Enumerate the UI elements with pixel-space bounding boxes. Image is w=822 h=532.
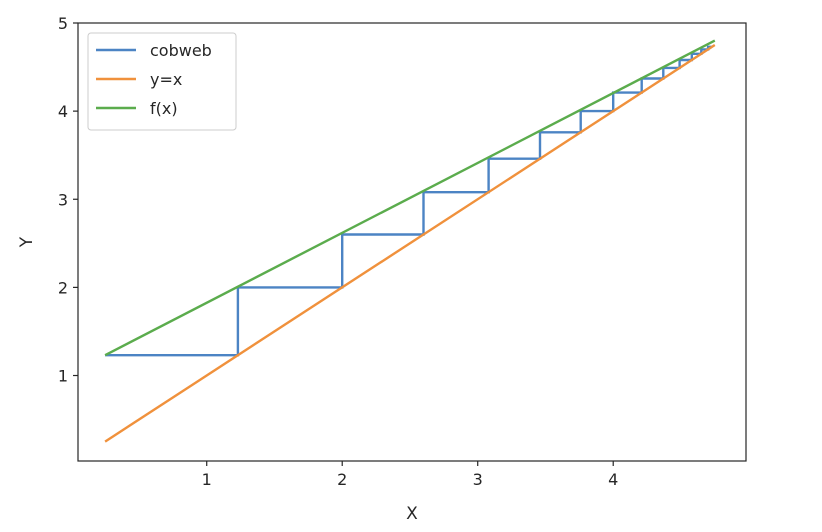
y-tick-label: 1 bbox=[58, 367, 68, 386]
legend: cobweb y=x f(x) bbox=[87, 32, 237, 131]
y-tick-label: 3 bbox=[58, 190, 68, 209]
x-tick-label: 1 bbox=[202, 470, 212, 489]
x-tick-label: 2 bbox=[337, 470, 347, 489]
y-equals-x-series-line bbox=[104, 43, 716, 443]
y-axis-label: Y bbox=[17, 236, 37, 248]
y-tick-label: 5 bbox=[58, 14, 68, 33]
axes-frame bbox=[77, 22, 747, 462]
legend-box bbox=[87, 32, 237, 131]
axis-ticks: 1 2 3 4 1 2 3 4 5 bbox=[58, 14, 618, 489]
y-tick-label: 4 bbox=[58, 102, 68, 121]
legend-label-fx: f(x) bbox=[150, 99, 178, 118]
cobweb-series-line bbox=[105, 45, 713, 357]
fx-series-line bbox=[104, 39, 716, 357]
x-tick-label: 3 bbox=[473, 470, 483, 489]
y-tick-label: 2 bbox=[58, 278, 68, 297]
legend-label-cobweb: cobweb bbox=[150, 41, 212, 60]
legend-label-y-equals-x: y=x bbox=[150, 70, 182, 89]
plot-area bbox=[104, 39, 716, 443]
x-tick-label: 4 bbox=[608, 470, 618, 489]
x-axis-label: X bbox=[406, 504, 418, 524]
